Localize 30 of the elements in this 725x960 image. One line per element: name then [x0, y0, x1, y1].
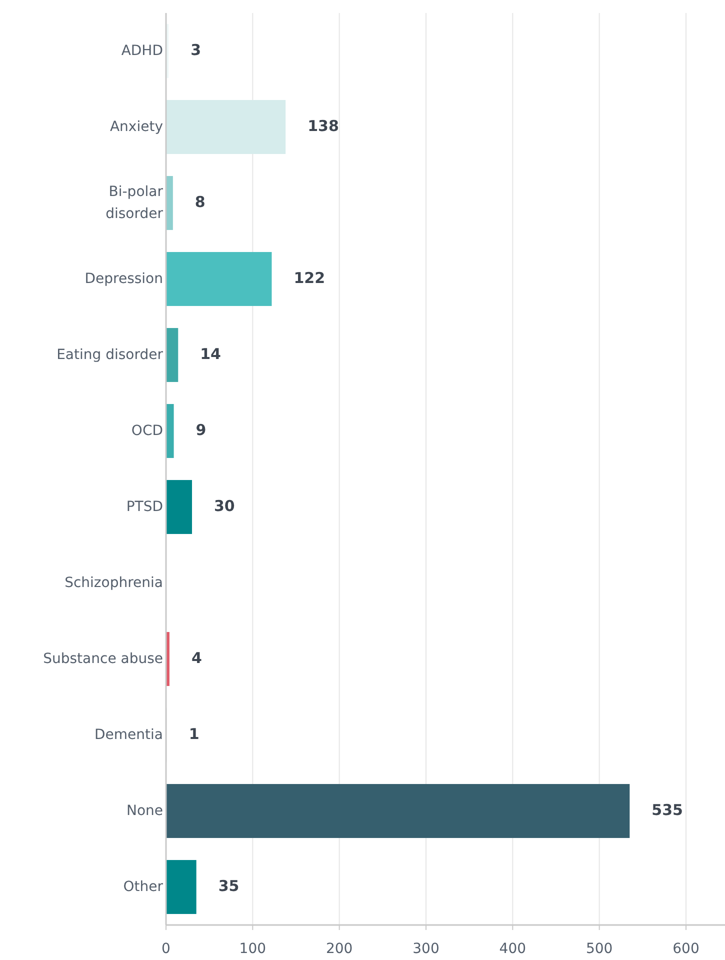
x-tick-label: 600 [672, 941, 700, 957]
x-tick-label: 200 [326, 941, 353, 957]
data-label: 535 [652, 801, 683, 820]
x-tick-label: 400 [499, 941, 526, 957]
data-label: 9 [196, 421, 206, 440]
data-label: 14 [200, 345, 222, 364]
y-tick-label: Anxiety [110, 118, 163, 135]
data-label: 1 [188, 725, 200, 744]
y-tick-label: ADHD [121, 42, 163, 59]
y-tick-label: Other [123, 878, 164, 895]
x-tick-label: 100 [239, 941, 266, 957]
data-label: 30 [214, 497, 235, 516]
data-label: 8 [194, 193, 206, 212]
x-tick-label: 500 [586, 941, 613, 957]
x-tick-label: 300 [412, 941, 440, 957]
y-tick-label: Dementia [94, 726, 163, 743]
y-tick-label: Schizophrenia [64, 574, 163, 591]
data-label: 35 [218, 877, 240, 896]
y-tick-label: Substance abuse [43, 650, 163, 667]
data-label: 138 [308, 117, 339, 136]
y-tick-label: None [126, 802, 163, 819]
data-label: 4 [191, 649, 202, 668]
y-tick-label: Depression [84, 270, 163, 287]
y-tick-label: PTSD [126, 498, 163, 515]
data-label: 122 [294, 269, 326, 288]
y-tick-label: OCD [131, 422, 163, 439]
y-tick-label: Eating disorder [56, 346, 164, 363]
data-label: 3 [190, 41, 202, 60]
y-tick-label: Bi-polar disorder [106, 184, 164, 222]
x-tick-label: 0 [162, 941, 170, 957]
